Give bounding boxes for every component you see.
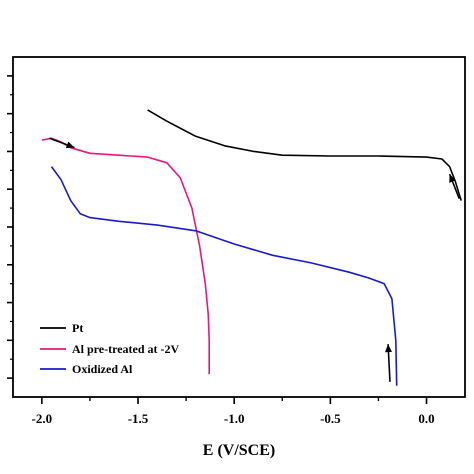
- x-axis-title: E (V/SCE): [203, 442, 275, 459]
- legend: Pt Al pre-treated at -2V Oxidized Al: [40, 321, 180, 376]
- x-tick-label: -1.5: [128, 411, 149, 426]
- legend-label-oxidized-al: Oxidized Al: [72, 362, 133, 376]
- y-axis-ticks: [7, 75, 13, 379]
- series-line-2: [50, 166, 398, 386]
- legend-label-al-pretreated: Al pre-treated at -2V: [72, 342, 180, 356]
- x-tick-label: -2.0: [32, 411, 53, 426]
- x-axis-ticks: [41, 397, 428, 404]
- arrow-head-0: [65, 141, 75, 149]
- arrow-head-1: [449, 174, 456, 183]
- annotation-arrows: [49, 137, 460, 382]
- x-tick-label: 0.0: [418, 411, 434, 426]
- legend-label-pt: Pt: [72, 321, 83, 335]
- x-tick-label: -1.0: [224, 411, 245, 426]
- series-line-1: [41, 137, 210, 375]
- series-line-0: [147, 109, 462, 201]
- x-axis-tick-labels: -2.0 -1.5 -1.0 -0.5 0.0: [32, 411, 435, 426]
- x-tick-label: -0.5: [320, 411, 341, 426]
- arrow-head-2: [384, 344, 392, 353]
